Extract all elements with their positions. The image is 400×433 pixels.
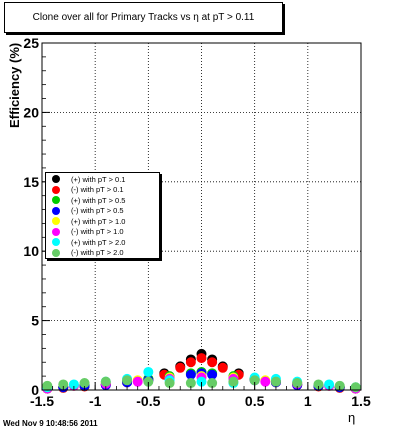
x-tick-label: 0.5 [245, 393, 265, 409]
data-point [207, 357, 218, 368]
data-point [217, 362, 228, 373]
legend-item: (+) with pT > 0.5 [46, 195, 159, 206]
legend-marker [52, 227, 60, 236]
x-tick-label: -0.5 [136, 393, 160, 409]
legend-item: (+) with pT > 2.0 [46, 237, 159, 248]
legend-marker [52, 248, 60, 257]
timestamp: Wed Nov 9 10:48:56 2011 [3, 419, 98, 428]
legend-item: (+) with pT > 0.1 [46, 174, 159, 185]
legend-item: (+) with pT > 1.0 [46, 216, 159, 227]
y-axis-label: Efficiency (%) [7, 42, 22, 128]
legend-label: (-) with pT > 2.0 [71, 248, 124, 258]
data-point [196, 353, 207, 364]
y-tick-label: 10 [23, 243, 39, 259]
legend-label: (+) with pT > 2.0 [71, 237, 126, 247]
series [42, 375, 361, 393]
legend-label: (+) with pT > 1.0 [71, 216, 126, 226]
legend-marker [52, 175, 60, 184]
y-tick-label: 25 [23, 35, 39, 51]
legend-item: (-) with pT > 1.0 [46, 227, 159, 238]
x-tick-label: -1 [89, 393, 102, 409]
legend-marker [52, 217, 60, 226]
legend-marker [52, 196, 60, 205]
data-point [122, 375, 133, 386]
legend-label: (+) with pT > 0.5 [71, 195, 126, 205]
y-tick-label: 5 [31, 313, 39, 329]
legend-marker [52, 185, 60, 194]
x-tick-label: 1.5 [351, 393, 371, 409]
y-tick-label: 0 [31, 382, 39, 398]
legend-marker [52, 206, 60, 215]
x-tick-label: 1 [304, 393, 312, 409]
grid-lines [42, 43, 361, 390]
x-tick-label: -1.5 [30, 393, 54, 409]
x-axis-label: η [348, 410, 356, 425]
data-point [185, 369, 196, 380]
legend-item: (-) with pT > 2.0 [46, 248, 159, 259]
x-tick-label: 0 [198, 393, 206, 409]
legend-label: (-) with pT > 0.1 [71, 185, 124, 195]
data-point [132, 376, 143, 387]
data-series [42, 348, 361, 394]
data-point [350, 382, 361, 393]
data-point [228, 376, 239, 387]
data-point [207, 369, 218, 380]
data-point [42, 380, 53, 391]
legend-marker [52, 238, 60, 247]
legend-item: (-) with pT > 0.5 [46, 206, 159, 217]
data-point [143, 366, 154, 377]
legend-label: (-) with pT > 1.0 [71, 227, 124, 237]
data-point [270, 376, 281, 387]
data-point [175, 362, 186, 373]
data-point [100, 376, 111, 387]
chart-title: Clone over all for Primary Tracks vs η a… [4, 2, 283, 33]
legend-label: (-) with pT > 0.5 [71, 206, 124, 216]
y-tick-label: 20 [23, 104, 39, 120]
legend: (+) with pT > 0.1 (-) with pT > 0.1 (+) … [45, 172, 160, 259]
data-point [185, 357, 196, 368]
axes: -1.5 -1 -0.5 0 0.5 1 1.5 0 5 10 15 20 25 [23, 35, 371, 409]
legend-item: (-) with pT > 0.1 [46, 185, 159, 196]
y-tick-label: 15 [23, 174, 39, 190]
data-point [260, 376, 271, 387]
legend-label: (+) with pT > 0.1 [71, 174, 126, 184]
